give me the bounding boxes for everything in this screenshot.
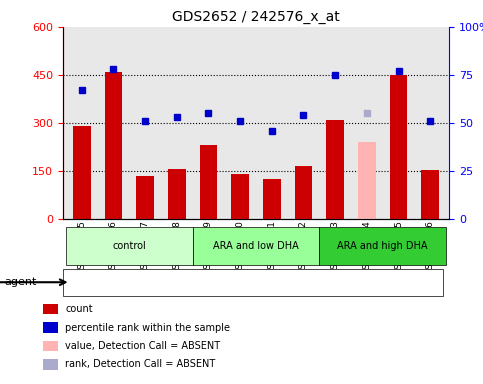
Bar bbox=[295, 166, 312, 219]
Bar bbox=[200, 145, 217, 219]
Bar bbox=[263, 179, 281, 219]
Bar bbox=[66, 227, 193, 265]
Bar bbox=[319, 227, 446, 265]
Text: ARA and low DHA: ARA and low DHA bbox=[213, 241, 299, 251]
Bar bbox=[168, 169, 185, 219]
Text: ARA and high DHA: ARA and high DHA bbox=[338, 241, 428, 251]
Bar bbox=[327, 120, 344, 219]
Bar bbox=[136, 176, 154, 219]
Text: control: control bbox=[113, 241, 146, 251]
Title: GDS2652 / 242576_x_at: GDS2652 / 242576_x_at bbox=[172, 10, 340, 25]
Text: rank, Detection Call = ABSENT: rank, Detection Call = ABSENT bbox=[65, 359, 215, 369]
Text: value, Detection Call = ABSENT: value, Detection Call = ABSENT bbox=[65, 341, 220, 351]
Text: percentile rank within the sample: percentile rank within the sample bbox=[65, 323, 230, 333]
Text: count: count bbox=[65, 304, 93, 314]
Bar bbox=[105, 72, 122, 219]
Text: agent: agent bbox=[5, 277, 37, 287]
Bar bbox=[422, 170, 439, 219]
Bar bbox=[390, 75, 407, 219]
Bar bbox=[358, 142, 376, 219]
Bar bbox=[231, 174, 249, 219]
Bar bbox=[193, 227, 319, 265]
Bar bbox=[73, 126, 90, 219]
